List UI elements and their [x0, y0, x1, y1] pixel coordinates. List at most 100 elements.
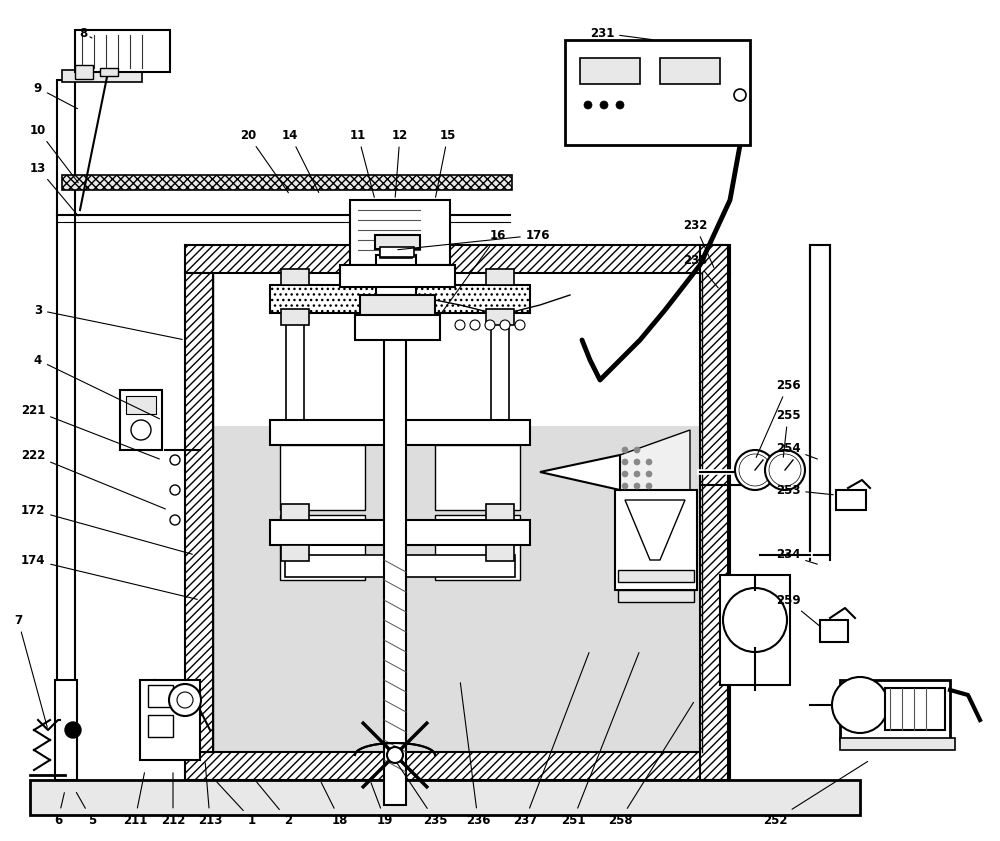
Text: 11: 11 [350, 129, 374, 198]
Circle shape [177, 692, 193, 708]
Text: 236: 236 [460, 683, 490, 827]
Bar [57, 80, 75, 780]
Bar [185, 752, 730, 780]
Circle shape [832, 677, 888, 733]
Polygon shape [625, 500, 685, 560]
Text: 251: 251 [561, 653, 639, 827]
Circle shape [500, 320, 510, 330]
Bar [702, 273, 730, 752]
Bar [486, 545, 514, 561]
Bar [213, 426, 702, 752]
Bar [270, 285, 530, 313]
Text: 20: 20 [240, 129, 288, 193]
Circle shape [723, 588, 787, 652]
Circle shape [622, 471, 628, 477]
Circle shape [646, 471, 652, 477]
Bar [435, 445, 520, 510]
Bar [840, 738, 955, 750]
Bar [185, 273, 213, 752]
Text: 5: 5 [76, 792, 96, 827]
Bar [360, 295, 435, 330]
Bar [350, 200, 450, 265]
Text: 19: 19 [371, 783, 393, 827]
Bar [840, 680, 950, 740]
Bar [126, 396, 156, 414]
Polygon shape [540, 455, 620, 490]
Bar [375, 235, 420, 249]
Circle shape [170, 515, 180, 525]
Text: 18: 18 [321, 782, 348, 827]
Text: 212: 212 [161, 773, 185, 827]
Circle shape [634, 459, 640, 465]
Bar [280, 445, 365, 510]
Bar [55, 680, 77, 780]
Circle shape [634, 447, 640, 453]
Bar [270, 520, 530, 545]
Bar [75, 30, 170, 72]
Polygon shape [620, 430, 690, 515]
Circle shape [765, 450, 805, 490]
Text: 237: 237 [513, 653, 589, 827]
Circle shape [622, 459, 628, 465]
Text: 10: 10 [30, 124, 78, 182]
Bar [148, 685, 173, 707]
Circle shape [584, 101, 592, 109]
Circle shape [734, 89, 746, 101]
Text: 2: 2 [257, 782, 292, 827]
Bar [384, 285, 406, 805]
Bar [885, 688, 945, 730]
Bar [281, 545, 309, 561]
Bar [486, 269, 514, 285]
Bar [660, 58, 720, 84]
Text: 16: 16 [442, 229, 506, 313]
Circle shape [616, 101, 624, 109]
Text: 234: 234 [776, 548, 817, 564]
Bar [486, 504, 514, 520]
Circle shape [131, 420, 151, 440]
Text: 176: 176 [398, 229, 550, 250]
Bar [491, 313, 509, 520]
Bar [120, 390, 162, 450]
Text: 232: 232 [683, 219, 714, 267]
Bar [355, 315, 440, 340]
Text: 256: 256 [756, 378, 800, 458]
Text: 254: 254 [776, 442, 817, 459]
Bar [700, 245, 728, 780]
Circle shape [169, 684, 201, 716]
Text: 255: 255 [776, 409, 800, 458]
Bar [30, 780, 860, 815]
Circle shape [470, 320, 480, 330]
Text: 13: 13 [30, 161, 78, 216]
Bar [281, 269, 309, 285]
Bar [380, 247, 414, 257]
Text: 222: 222 [21, 448, 165, 509]
Bar [100, 68, 118, 76]
Text: 4: 4 [34, 353, 159, 419]
Circle shape [646, 483, 652, 489]
Bar [820, 620, 848, 642]
Bar [140, 680, 200, 760]
Text: 14: 14 [282, 129, 319, 193]
Bar [836, 490, 866, 510]
Bar [185, 245, 730, 273]
Bar [270, 420, 530, 445]
Text: 3: 3 [34, 304, 182, 340]
Circle shape [769, 454, 801, 486]
Circle shape [622, 447, 628, 453]
Bar [618, 570, 694, 582]
Bar [62, 70, 142, 82]
Text: 231: 231 [590, 27, 652, 40]
Circle shape [170, 485, 180, 495]
Text: 6: 6 [54, 793, 64, 827]
Bar [285, 555, 515, 577]
Text: 233: 233 [683, 253, 718, 288]
Bar [615, 490, 697, 590]
Text: 221: 221 [21, 404, 159, 459]
Text: 211: 211 [123, 773, 147, 827]
Circle shape [735, 450, 775, 490]
Text: 253: 253 [776, 484, 833, 496]
Bar [281, 504, 309, 520]
Circle shape [455, 320, 465, 330]
Text: 8: 8 [79, 27, 92, 40]
Bar [565, 40, 750, 145]
